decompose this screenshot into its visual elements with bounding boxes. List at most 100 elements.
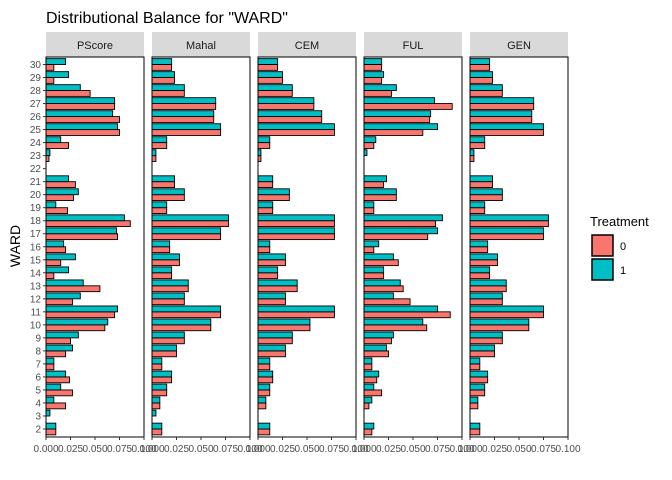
panel-strip <box>46 32 144 57</box>
bar-treatment-1 <box>469 331 503 339</box>
bar-treatment-0 <box>469 142 486 149</box>
bar-treatment-0 <box>469 90 503 97</box>
bar-treatment-0 <box>151 64 173 71</box>
bar-treatment-0 <box>363 376 378 384</box>
bar-treatment-1 <box>151 344 177 352</box>
bar-treatment-1 <box>151 58 173 65</box>
bar-treatment-1 <box>469 240 489 248</box>
bar-treatment-0 <box>151 90 185 97</box>
panel-gen: GEN 0.000 0.025 0.050 0.075 0.100 <box>457 32 581 455</box>
bar-treatment-1 <box>45 409 51 417</box>
bar-treatment-1 <box>363 344 387 352</box>
bar-treatment-0 <box>469 363 481 371</box>
bar-treatment-0 <box>363 116 431 123</box>
panel-pscore: PScore 0.000 0.025 0.050 0.075 0.100 <box>33 32 157 455</box>
bar-treatment-1 <box>469 110 533 118</box>
bar-treatment-0 <box>257 129 335 136</box>
bar-treatment-0 <box>257 298 286 306</box>
panel-strip <box>152 32 250 57</box>
bar-treatment-1 <box>151 175 175 183</box>
legend-key-1 <box>591 258 614 281</box>
bar-treatment-1 <box>151 188 185 196</box>
y-tick-label: 18 <box>30 216 42 227</box>
bar-treatment-0 <box>363 220 436 228</box>
bar-treatment-1 <box>363 422 375 430</box>
bar-treatment-0 <box>257 324 311 332</box>
bar-treatment-0 <box>257 337 293 345</box>
bar-treatment-1 <box>363 357 373 365</box>
bar-treatment-1 <box>151 383 168 391</box>
bar-treatment-1 <box>469 188 503 196</box>
bar-treatment-1 <box>151 266 173 274</box>
bar-treatment-1 <box>151 214 229 222</box>
y-tick-label: 29 <box>30 73 42 84</box>
bar-treatment-0 <box>363 428 373 436</box>
bar-treatment-0 <box>363 363 373 371</box>
x-tick-label: 0.000 <box>139 444 164 455</box>
bar-treatment-0 <box>151 103 217 110</box>
bar-treatment-1 <box>257 136 271 144</box>
bar-treatment-0 <box>363 129 424 136</box>
bar-treatment-0 <box>469 337 503 345</box>
bar-treatment-0 <box>257 207 274 215</box>
bar-treatment-1 <box>469 279 507 287</box>
bar-treatment-1 <box>469 357 481 365</box>
bar-treatment-0 <box>151 246 171 254</box>
bar-treatment-0 <box>45 311 116 319</box>
bar-treatment-0 <box>151 129 222 136</box>
bar-treatment-1 <box>151 409 157 417</box>
bar-treatment-1 <box>257 214 335 222</box>
bar-treatment-0 <box>363 311 451 319</box>
bar-treatment-1 <box>469 253 498 261</box>
bar-treatment-0 <box>151 285 189 293</box>
bar-treatment-0 <box>469 220 549 228</box>
legend-key-0 <box>591 234 614 257</box>
y-tick-label: 27 <box>30 99 42 110</box>
bar-treatment-0 <box>363 233 429 241</box>
bar-treatment-0 <box>151 324 212 332</box>
bar-treatment-0 <box>45 246 67 254</box>
bar-treatment-1 <box>257 305 335 313</box>
x-tick-label: 0.025 <box>58 444 83 455</box>
y-axis-title: WARD <box>7 225 23 267</box>
bar-treatment-0 <box>151 272 173 280</box>
legend-label-0: 0 <box>620 241 626 253</box>
bar-treatment-1 <box>151 136 168 144</box>
bar-treatment-1 <box>257 266 279 274</box>
bar-treatment-1 <box>45 357 55 365</box>
legend-label-1: 1 <box>620 265 626 277</box>
x-tick-label: 0.100 <box>449 444 474 455</box>
bar-treatment-1 <box>469 58 491 65</box>
bar-treatment-1 <box>151 84 185 91</box>
bar-treatment-1 <box>469 396 479 404</box>
y-tick-label: 10 <box>30 320 42 331</box>
panel-cem: CEM 0.000 0.025 0.050 0.075 0.100 <box>245 32 369 455</box>
panel-strip-label: CEM <box>295 40 319 52</box>
bar-treatment-1 <box>363 110 432 118</box>
y-tick-label: 17 <box>30 229 42 240</box>
bar-treatment-1 <box>257 253 286 261</box>
x-tick-label: 0.100 <box>131 444 156 455</box>
bar-treatment-1 <box>151 149 157 157</box>
bar-treatment-0 <box>151 142 168 149</box>
bar-treatment-0 <box>469 259 498 267</box>
bar-treatment-1 <box>363 253 394 261</box>
bar-treatment-1 <box>151 292 185 300</box>
bar-treatment-0 <box>469 155 475 162</box>
y-tick-label: 9 <box>35 333 41 344</box>
chart-title: Distributional Balance for "WARD" <box>46 10 288 27</box>
bar-treatment-1 <box>257 201 274 209</box>
bar-treatment-0 <box>363 337 392 345</box>
y-tick-label: 6 <box>35 372 41 383</box>
bar-treatment-1 <box>363 279 401 287</box>
bar-treatment-0 <box>151 181 175 188</box>
bar-treatment-1 <box>363 84 397 91</box>
bar-treatment-1 <box>363 292 394 300</box>
bar-treatment-1 <box>363 175 387 183</box>
bar-treatment-1 <box>469 149 475 157</box>
bar-treatment-1 <box>257 58 279 65</box>
x-tick-label: 0.000 <box>33 444 58 455</box>
bar-treatment-1 <box>45 422 57 430</box>
bar-treatment-1 <box>45 279 84 287</box>
